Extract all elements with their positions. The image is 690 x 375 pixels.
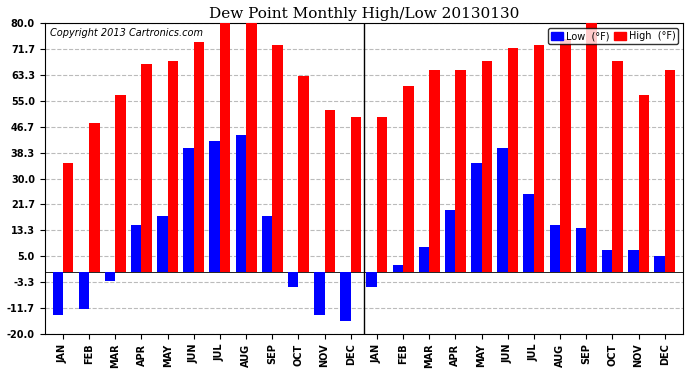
Bar — [664, 70, 676, 272]
Bar — [471, 163, 482, 272]
Bar — [482, 61, 492, 272]
Bar — [105, 272, 115, 281]
Bar — [141, 64, 152, 272]
Bar — [654, 256, 664, 272]
Bar — [445, 210, 455, 272]
Bar — [508, 48, 518, 272]
Bar — [628, 250, 638, 272]
Bar — [314, 272, 324, 315]
Bar — [403, 86, 413, 272]
Bar — [210, 141, 220, 272]
Bar — [157, 216, 168, 272]
Bar — [351, 117, 362, 272]
Bar — [184, 148, 194, 272]
Bar — [220, 24, 230, 272]
Bar — [534, 45, 544, 272]
Bar — [63, 163, 73, 272]
Bar — [602, 250, 613, 272]
Bar — [299, 76, 309, 272]
Text: Copyright 2013 Cartronics.com: Copyright 2013 Cartronics.com — [50, 28, 203, 38]
Bar — [168, 61, 178, 272]
Bar — [550, 225, 560, 272]
Bar — [273, 45, 283, 272]
Bar — [236, 135, 246, 272]
Bar — [429, 70, 440, 272]
Bar — [115, 95, 126, 272]
Bar — [638, 95, 649, 272]
Bar — [377, 117, 387, 272]
Bar — [340, 272, 351, 321]
Bar — [586, 24, 597, 272]
Bar — [246, 24, 257, 272]
Bar — [262, 216, 273, 272]
Bar — [89, 123, 99, 272]
Bar — [419, 247, 429, 272]
Bar — [79, 272, 89, 309]
Title: Dew Point Monthly High/Low 20130130: Dew Point Monthly High/Low 20130130 — [208, 7, 519, 21]
Bar — [455, 70, 466, 272]
Bar — [575, 228, 586, 272]
Bar — [131, 225, 141, 272]
Bar — [560, 39, 571, 272]
Bar — [52, 272, 63, 315]
Bar — [497, 148, 508, 272]
Legend: Low  (°F), High  (°F): Low (°F), High (°F) — [548, 28, 678, 44]
Bar — [194, 42, 204, 272]
Bar — [393, 266, 403, 272]
Bar — [524, 194, 534, 272]
Bar — [288, 272, 299, 287]
Bar — [324, 110, 335, 272]
Bar — [613, 61, 623, 272]
Bar — [366, 272, 377, 287]
